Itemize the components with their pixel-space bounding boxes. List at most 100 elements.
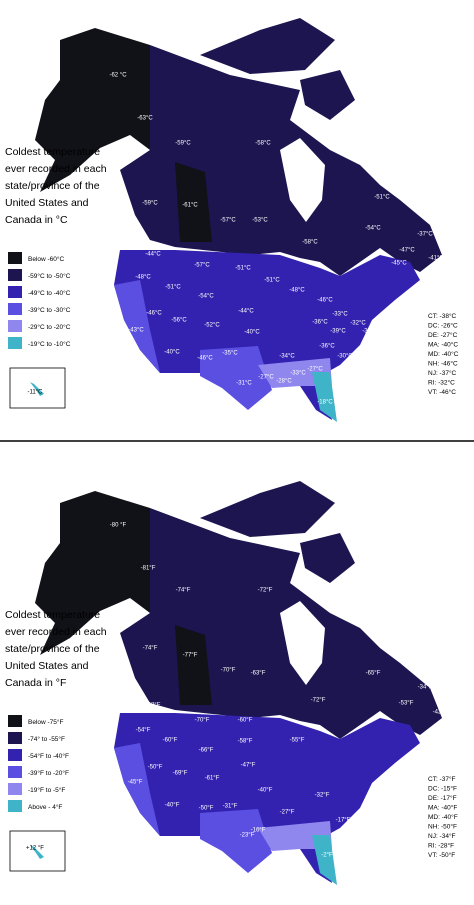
legend-label: -74° to -55°F [28, 735, 65, 743]
region-label: -70°F [195, 718, 210, 724]
region-label: -40°C [244, 330, 260, 336]
region-label: -34°C [279, 354, 295, 360]
small-state-note: CT: -38°C [428, 312, 457, 320]
legend-label: -39°F to -20°F [28, 769, 69, 777]
region-label: -54°C [365, 226, 381, 232]
region-label: -51°C [235, 266, 251, 272]
region-label: -60°F [238, 718, 253, 724]
region-label: -60°F [413, 635, 428, 641]
legend-swatch [8, 252, 22, 264]
region-label: -46°C [317, 298, 333, 304]
small-state-note: DC: -26°C [428, 322, 458, 330]
legend-label: Below -75°F [28, 718, 64, 726]
region-label: -40°C [164, 350, 180, 356]
small-state-note: MD: -40°F [428, 813, 458, 821]
region-label: -58°C [255, 141, 271, 147]
region-label: -52°C [204, 323, 220, 329]
region-label: -41°C [428, 256, 444, 262]
title-line: state/province of the [5, 180, 100, 192]
title-line: Canada in °C [5, 214, 68, 226]
region-label: -47°F [241, 763, 256, 769]
small-state-note: MA: -40°C [428, 341, 458, 349]
region-label: -61°C [182, 203, 198, 209]
small-state-note: VT: -50°F [428, 851, 455, 859]
region-label: -46°C [146, 311, 162, 317]
region-label: -18°C [317, 400, 333, 406]
small-state-note: NJ: -34°F [428, 832, 456, 840]
small-state-note: VT: -46°C [428, 388, 456, 396]
region-label: -70°F [221, 668, 236, 674]
region-label: -77°F [183, 653, 198, 659]
region-label: -30°C [337, 354, 353, 360]
legend-label: -39°C to -30°C [28, 306, 71, 314]
region-label: -27°F [280, 810, 295, 816]
region-label: -72°F [311, 698, 326, 704]
region-label: -35°C [222, 351, 238, 357]
region-label: -57°C [194, 263, 210, 269]
legend-label: Below -60°C [28, 255, 65, 263]
region-label: -59°C [175, 141, 191, 147]
region-label: -48°C [289, 288, 305, 294]
region-label: -45°C [391, 261, 407, 267]
legend-swatch [8, 749, 22, 761]
legend-swatch [8, 766, 22, 778]
title-line: Canada in °F [5, 677, 66, 689]
region-label: -46°C [197, 356, 213, 362]
legend-label: -29°C to -20°C [28, 323, 71, 331]
legend-label: -19°C to -10°C [28, 340, 71, 348]
region-label: -34°C [362, 329, 378, 335]
region-label: -51°C [264, 278, 280, 284]
small-state-note: NJ: -37°C [428, 369, 457, 377]
region-label: -66°F [199, 748, 214, 754]
title-line: ever recorded in each [5, 163, 107, 175]
region-label: -43°C [128, 328, 144, 334]
region-label: -69°F [173, 771, 188, 777]
region-label: -27°C [258, 375, 274, 381]
region-label: -58°C [302, 240, 318, 246]
region-label: -80 °F [110, 523, 127, 529]
region-label: -2°F [321, 853, 333, 859]
region-label: -28°C [276, 379, 292, 385]
region-label: -32°F [315, 793, 330, 799]
region-label: -34°F [418, 685, 433, 691]
title-line: Coldest temperature [5, 609, 100, 621]
region-label: -50°F [199, 806, 214, 812]
region-label: -55°F [290, 738, 305, 744]
region-label: -27°C [307, 367, 323, 373]
small-state-note: NH: -46°C [428, 360, 458, 368]
region-label: -74°F [143, 646, 158, 652]
legend-swatch [8, 732, 22, 744]
region-label: -31°F [223, 804, 238, 810]
small-state-note: RI: -32°C [428, 379, 455, 387]
region-label: -17°F [336, 818, 351, 824]
fahrenheit-panel: Coldest temperature ever recorded in each… [5, 480, 458, 886]
region-label: +12 °F [26, 846, 44, 852]
region-label: -37°C [417, 232, 433, 238]
region-label: -53°F [399, 701, 414, 707]
region-label: -51°C [165, 285, 181, 291]
celsius-panel: Coldest temperature ever recorded in each… [5, 17, 459, 423]
small-state-note: RI: -28°F [428, 842, 454, 850]
region-label: -54°F [136, 728, 151, 734]
region-label: -33°C [332, 312, 348, 318]
region-label: -48°F [146, 703, 161, 709]
region-label: -11°C [28, 390, 44, 396]
region-label: -53°C [252, 218, 268, 224]
region-label: -45°F [128, 780, 143, 786]
legend-swatch [8, 783, 22, 795]
region-label: -57°C [220, 218, 236, 224]
legend-swatch [8, 286, 22, 298]
region-label: -62 °C [109, 73, 127, 79]
small-state-note: DC: -15°F [428, 785, 457, 793]
small-state-note: MD: -40°C [428, 350, 459, 358]
region-label: -42°F [433, 710, 448, 716]
region-label: -40°F [258, 788, 273, 794]
small-state-note: DE: -27°C [428, 331, 458, 339]
legend-label: Above - 4°F [28, 803, 62, 811]
small-state-note: DE: -17°F [428, 794, 457, 802]
region-label: -54°C [198, 294, 214, 300]
region-label: -74°F [176, 588, 191, 594]
legend-swatch [8, 800, 22, 812]
legend-swatch [8, 269, 22, 281]
small-state-note: MA: -40°F [428, 804, 457, 812]
